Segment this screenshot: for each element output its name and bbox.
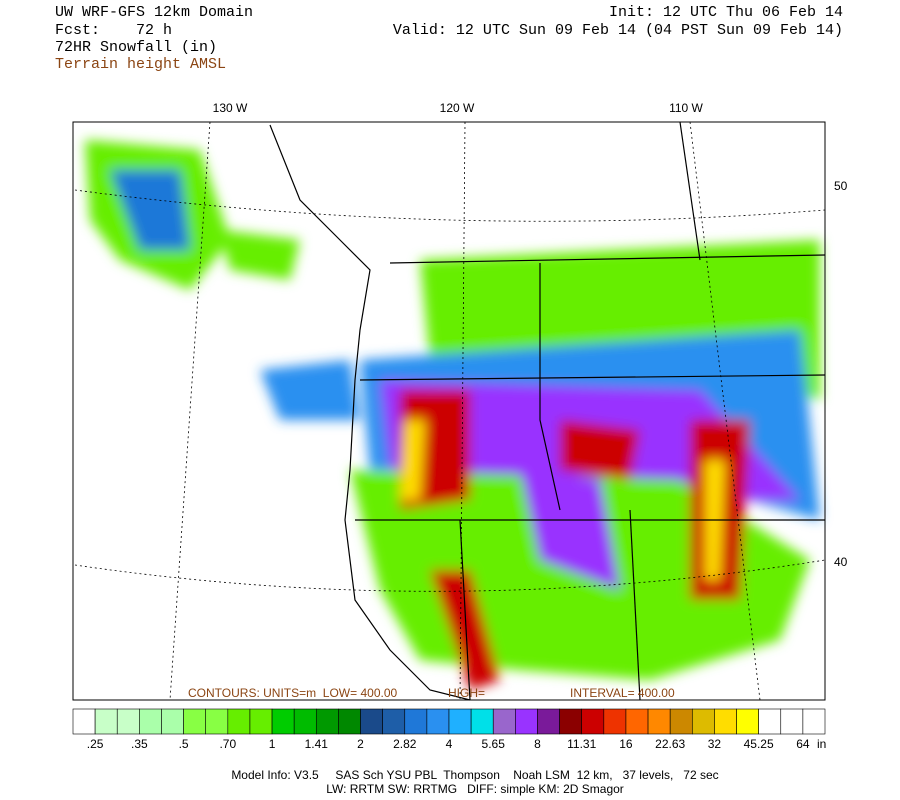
colorbar-label: 2.82 <box>393 737 417 751</box>
colorbar-box <box>758 708 782 735</box>
colorbar-label: .35 <box>131 737 148 751</box>
colorbar-box <box>315 708 339 735</box>
colorbar-box <box>426 708 450 735</box>
colorbar-box <box>338 708 361 735</box>
field-name: 72HR Snowfall (in) <box>55 39 217 56</box>
colorbar-box <box>205 708 229 735</box>
colorbar-label: .5 <box>179 737 189 751</box>
colorbar-box <box>669 708 693 735</box>
graticule <box>74 121 826 701</box>
lon-label: 120 W <box>440 101 475 115</box>
colorbar-label: 11.31 <box>567 737 596 751</box>
colorbar-box <box>537 708 560 735</box>
colorbar-label: 45.25 <box>744 737 774 751</box>
map: 130 W 120 W 110 W 50 40 CONTOURS: UNITS=… <box>72 101 848 701</box>
colorbar-box <box>448 708 472 735</box>
colorbar-box <box>72 708 96 735</box>
colorbar-label: 16 <box>619 737 633 751</box>
lat-label: 50 <box>834 179 848 193</box>
valid-time: Valid: 12 UTC Sun 09 Feb 14 (04 PST Sun … <box>393 22 843 39</box>
colorbar-box <box>116 708 140 735</box>
colorbar-box <box>559 708 583 735</box>
colorbar-box <box>360 708 383 735</box>
colorbar-label: 4 <box>446 737 453 751</box>
colorbar-box <box>404 708 428 735</box>
colorbar-label: 8 <box>534 737 541 751</box>
colorbar-box <box>625 708 649 735</box>
colorbar-box <box>382 708 406 735</box>
footer-line: LW: RRTM SW: RRTMG DIFF: simple KM: 2D S… <box>326 782 624 796</box>
contour-interval: INTERVAL= 400.00 <box>570 686 675 700</box>
colorbar-box <box>802 708 826 735</box>
colorbar-label: 22.63 <box>655 737 685 751</box>
lon-label: 130 W <box>213 101 248 115</box>
colorbar-box <box>183 708 207 735</box>
footer-line: Model Info: V3.5 SAS Sch YSU PBL Thompso… <box>231 768 718 782</box>
model-title: UW WRF-GFS 12km Domain <box>55 4 253 21</box>
colorbar-box <box>293 708 317 735</box>
colorbar-label: 64 <box>796 737 810 751</box>
forecast-hour: Fcst: 72 h <box>55 22 172 39</box>
init-time: Init: 12 UTC Thu 06 Feb 14 <box>609 4 843 21</box>
map-frame <box>72 121 826 701</box>
colorbar-box <box>94 708 118 735</box>
colorbar-box <box>161 708 184 735</box>
snowfall-field <box>85 140 820 690</box>
contour-high: HIGH= <box>448 686 485 700</box>
colorbar-label: 1 <box>269 737 276 751</box>
colorbar-label: 1.41 <box>305 737 329 751</box>
colorbar-box <box>603 708 627 735</box>
colorbar-box <box>271 708 295 735</box>
colorbar-box <box>647 708 671 735</box>
colorbar-label: 2 <box>357 737 364 751</box>
lon-label: 110 W <box>669 101 703 115</box>
colorbar-label: 32 <box>708 737 722 751</box>
overlay-name: Terrain height AMSL <box>55 56 226 73</box>
colorbar-box <box>249 708 273 735</box>
colorbar: .25 .35 .5 .70 1 1.41 2 2.82 4 5.65 8 11.31 16 22.63 3… <box>72 708 826 751</box>
colorbar-box <box>492 708 516 735</box>
colorbar-label: .25 <box>87 737 104 751</box>
colorbar-box <box>470 708 494 735</box>
colorbar-box <box>780 708 804 735</box>
colorbar-box <box>736 708 759 735</box>
colorbar-box <box>515 708 538 735</box>
colorbar-box <box>227 708 251 735</box>
colorbar-box <box>714 708 737 735</box>
boundaries <box>269 121 826 701</box>
contour-note: CONTOURS: UNITS=m LOW= 400.00 <box>188 686 397 700</box>
colorbar-box <box>691 708 715 735</box>
colorbar-label: 5.65 <box>482 737 506 751</box>
colorbar-label: .70 <box>219 737 236 751</box>
colorbar-box <box>581 708 605 735</box>
lat-label: 40 <box>834 555 848 569</box>
colorbar-unit: in <box>817 737 826 751</box>
colorbar-box <box>139 708 162 735</box>
